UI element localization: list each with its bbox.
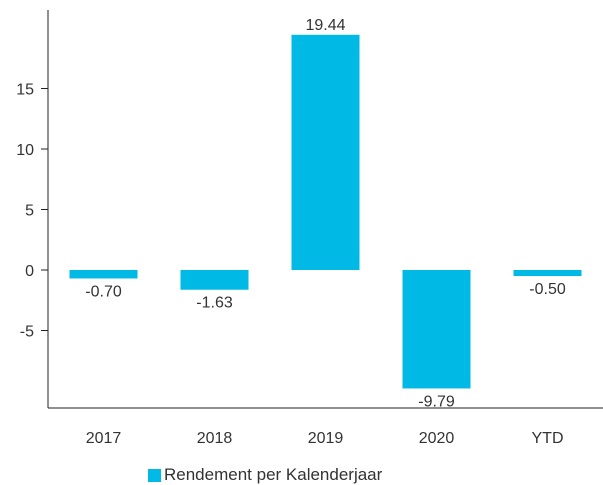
- x-tick-label: 2018: [197, 430, 233, 447]
- bar-value-label: -0.50: [529, 281, 566, 298]
- y-tick-label: -5: [20, 324, 34, 341]
- bar-value-label: -0.70: [85, 283, 122, 300]
- legend-label: Rendement per Kalenderjaar: [164, 465, 383, 484]
- bar-ytd: [513, 270, 582, 277]
- y-tick-label: 15: [16, 82, 34, 99]
- bars: [69, 34, 582, 389]
- legend-swatch: [148, 468, 161, 482]
- x-tick-label: YTD: [532, 430, 564, 447]
- y-tick-label: 10: [16, 142, 34, 159]
- bar-2019: [291, 34, 360, 270]
- y-tick-label: 0: [25, 263, 34, 280]
- x-tick-label: 2019: [308, 430, 344, 447]
- bar-2018: [180, 270, 249, 290]
- y-axis-ticks: 15 10 5 0 -5: [16, 82, 48, 341]
- x-axis-labels: 2017 2018 2019 2020 YTD: [86, 430, 564, 447]
- x-tick-label: 2020: [419, 430, 455, 447]
- y-tick-label: 5: [25, 203, 34, 220]
- bar-2020: [402, 270, 471, 389]
- bar-value-label: -9.79: [418, 393, 455, 410]
- bar-value-label: -1.63: [196, 295, 233, 312]
- bar-value-label: 19.44: [305, 17, 345, 34]
- x-tick-label: 2017: [86, 430, 122, 447]
- legend: Rendement per Kalenderjaar: [148, 465, 382, 485]
- bar-2017: [69, 270, 138, 279]
- value-labels: -0.70 -1.63 19.44 -9.79 -0.50: [85, 17, 566, 411]
